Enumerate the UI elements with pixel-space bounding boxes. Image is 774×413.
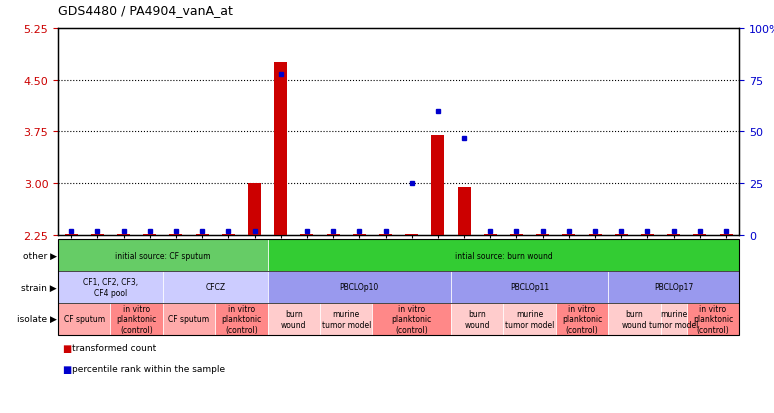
Text: CF1, CF2, CF3,
CF4 pool: CF1, CF2, CF3, CF4 pool — [83, 278, 138, 297]
Bar — [694, 234, 707, 235]
Bar — [143, 234, 156, 235]
Text: burn
wound: burn wound — [464, 309, 490, 329]
Text: burn
wound: burn wound — [622, 309, 647, 329]
Bar — [641, 234, 654, 235]
Text: GDS4480 / PA4904_vanA_at: GDS4480 / PA4904_vanA_at — [58, 4, 233, 17]
Bar — [588, 234, 601, 235]
Text: PBCLOp17: PBCLOp17 — [654, 283, 694, 292]
Text: CFCZ: CFCZ — [205, 283, 225, 292]
Text: ■: ■ — [62, 343, 71, 353]
Bar — [431, 135, 444, 235]
Text: strain ▶: strain ▶ — [21, 283, 57, 292]
Text: initial source: CF sputum: initial source: CF sputum — [115, 251, 211, 260]
Text: isolate ▶: isolate ▶ — [16, 315, 57, 323]
Text: murine
tumor model: murine tumor model — [321, 309, 371, 329]
Bar — [117, 234, 130, 235]
Bar — [91, 234, 104, 235]
Text: other ▶: other ▶ — [22, 251, 57, 260]
Text: burn
wound: burn wound — [281, 309, 307, 329]
Bar — [510, 234, 523, 235]
Text: intial source: burn wound: intial source: burn wound — [454, 251, 553, 260]
Bar — [170, 234, 183, 235]
Text: in vitro
planktonic
(control): in vitro planktonic (control) — [392, 304, 432, 334]
Bar — [457, 187, 471, 235]
Bar — [64, 234, 77, 235]
Bar — [484, 234, 497, 235]
Bar — [353, 234, 366, 235]
Bar — [667, 234, 680, 235]
Text: CF sputum: CF sputum — [63, 315, 104, 323]
Text: in vitro
planktonic
(control): in vitro planktonic (control) — [693, 304, 733, 334]
Text: murine
tumor model: murine tumor model — [649, 309, 698, 329]
Bar — [327, 234, 340, 235]
Bar — [615, 234, 628, 235]
Bar — [274, 63, 287, 235]
Bar — [379, 234, 392, 235]
Bar — [196, 234, 209, 235]
Bar — [300, 234, 313, 235]
Bar — [720, 234, 733, 235]
Text: in vitro
planktonic
(control): in vitro planktonic (control) — [117, 304, 157, 334]
Text: ■: ■ — [62, 364, 71, 374]
Text: murine
tumor model: murine tumor model — [505, 309, 554, 329]
Bar — [563, 234, 575, 235]
Text: transformed count: transformed count — [72, 343, 156, 352]
Bar — [248, 184, 261, 235]
Text: in vitro
planktonic
(control): in vitro planktonic (control) — [221, 304, 262, 334]
Text: in vitro
planktonic
(control): in vitro planktonic (control) — [562, 304, 602, 334]
Bar — [405, 234, 418, 235]
Text: PBCLOp11: PBCLOp11 — [510, 283, 550, 292]
Text: percentile rank within the sample: percentile rank within the sample — [72, 364, 225, 373]
Text: CF sputum: CF sputum — [169, 315, 210, 323]
Text: PBCLOp10: PBCLOp10 — [340, 283, 379, 292]
Bar — [222, 234, 235, 235]
Bar — [536, 234, 550, 235]
